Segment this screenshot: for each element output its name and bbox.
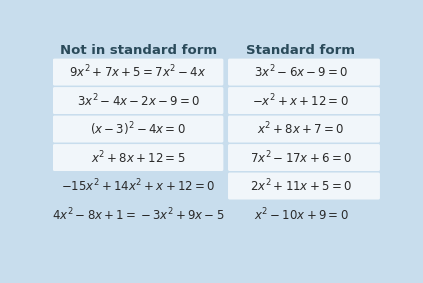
FancyBboxPatch shape — [53, 144, 223, 171]
Text: $-15x^2 +14x^2 + x+12 = 0$: $-15x^2 +14x^2 + x+12 = 0$ — [61, 178, 215, 194]
FancyBboxPatch shape — [228, 87, 380, 114]
Text: $7x^2 -17x+6 = 0$: $7x^2 -17x+6 = 0$ — [250, 149, 352, 166]
Text: $3x^2 -6x-9 = 0$: $3x^2 -6x-9 = 0$ — [254, 64, 348, 80]
Text: Not in standard form: Not in standard form — [60, 44, 217, 57]
FancyBboxPatch shape — [53, 59, 223, 85]
Text: $x^2 +8x+7 = 0$: $x^2 +8x+7 = 0$ — [257, 121, 344, 137]
FancyBboxPatch shape — [228, 59, 380, 85]
FancyBboxPatch shape — [53, 115, 223, 143]
FancyBboxPatch shape — [228, 144, 380, 171]
FancyBboxPatch shape — [228, 115, 380, 143]
Text: Standard form: Standard form — [246, 44, 355, 57]
Text: $x^2 + 8x + 12 = 5$: $x^2 + 8x + 12 = 5$ — [91, 149, 185, 166]
FancyBboxPatch shape — [228, 173, 380, 200]
Text: $(x-3)^2 - 4x = 0$: $(x-3)^2 - 4x = 0$ — [91, 120, 186, 138]
Text: $9x^2 +7x+5 = 7x^2 - 4x$: $9x^2 +7x+5 = 7x^2 - 4x$ — [69, 64, 207, 80]
Text: $-x^2 +x+12 = 0$: $-x^2 +x+12 = 0$ — [253, 92, 349, 109]
FancyBboxPatch shape — [53, 87, 223, 114]
Text: $4x^2 -8x+1 = -3x^2 +9x-5$: $4x^2 -8x+1 = -3x^2 +9x-5$ — [52, 206, 224, 223]
Text: $3x^2 - 4x - 2x - 9 = 0$: $3x^2 - 4x - 2x - 9 = 0$ — [77, 92, 200, 109]
Text: $x^2 -10x+9 = 0$: $x^2 -10x+9 = 0$ — [253, 206, 348, 223]
Text: $2x^2 +11x+5 = 0$: $2x^2 +11x+5 = 0$ — [250, 178, 352, 194]
